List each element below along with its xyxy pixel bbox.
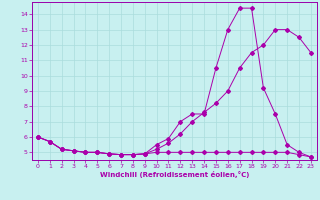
X-axis label: Windchill (Refroidissement éolien,°C): Windchill (Refroidissement éolien,°C) (100, 171, 249, 178)
